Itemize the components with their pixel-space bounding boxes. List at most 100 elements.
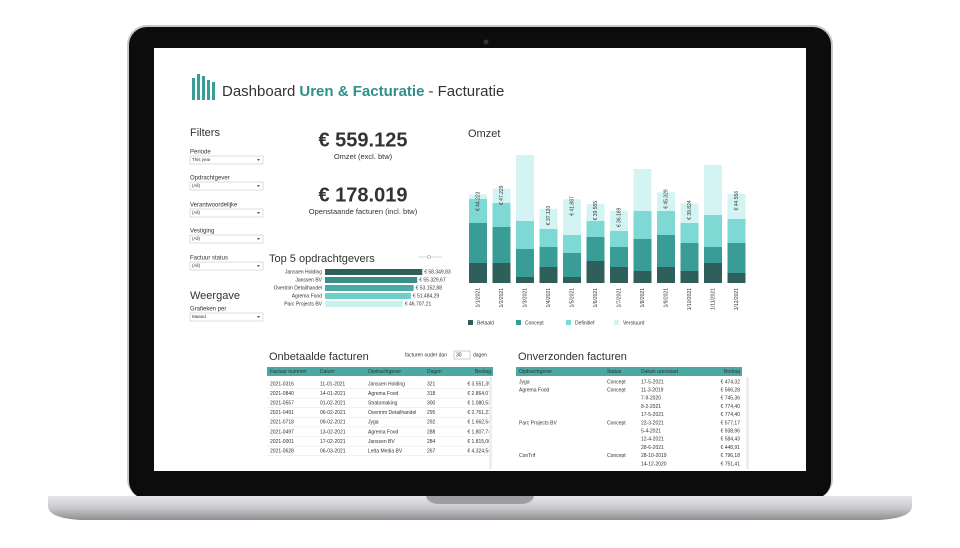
table-cell: Concept xyxy=(607,420,626,426)
bar-value-label: € 58.349,83 xyxy=(424,269,451,275)
legend-label: Definitief xyxy=(575,320,595,326)
bar-segment xyxy=(704,263,722,283)
bar-segment xyxy=(539,247,558,267)
dropdown-value: This year xyxy=(192,157,211,162)
bar-value-label: € 53.152,88 xyxy=(416,285,443,291)
column-header: Datum urenstaat xyxy=(641,369,679,375)
filter-label: Vestiging xyxy=(190,229,214,235)
bar-segment xyxy=(563,277,581,283)
bar-segment xyxy=(610,247,628,267)
total-label: € 39.824 xyxy=(687,200,693,220)
bar-segment xyxy=(610,267,628,283)
table-cell: € 566,28 xyxy=(721,388,741,394)
dropdown[interactable] xyxy=(189,261,264,271)
column-header: Status xyxy=(607,369,622,375)
bar-segment xyxy=(563,235,581,253)
bar-segment xyxy=(469,194,487,199)
x-tick-label: 1/8/2021 xyxy=(640,288,646,308)
table-cell: € 1.807,74 xyxy=(467,429,491,435)
chart-title: Omzet xyxy=(468,128,500,140)
table-cell: € 4.324,54 xyxy=(467,449,491,455)
table-cell: 7-9-2020 xyxy=(641,396,661,402)
bar-segment xyxy=(680,243,699,271)
number-input-value: 30 xyxy=(456,352,462,358)
table-cell: 06-03-2021 xyxy=(320,449,346,455)
table-cell: 2021-0718 xyxy=(270,420,294,426)
table-cell: 14-01-2021 xyxy=(320,391,346,397)
total-label: € 37.120 xyxy=(546,206,552,226)
bar xyxy=(325,285,414,291)
bar-segment xyxy=(704,215,722,247)
filter-text: dagen xyxy=(473,352,487,358)
table-cell: 2021-0497 xyxy=(270,429,294,435)
bar-segment xyxy=(492,203,511,227)
legend-swatch xyxy=(566,320,571,325)
bar-segment xyxy=(563,253,581,277)
table-cell: Overtrim Detailhandel xyxy=(368,410,416,416)
table-cell: Agrema Food xyxy=(368,391,399,397)
title-part: - Facturatie xyxy=(428,83,504,100)
bar xyxy=(325,269,423,275)
bar xyxy=(325,293,411,299)
bar-segment xyxy=(633,169,652,211)
dropdown[interactable] xyxy=(189,155,264,165)
column-header: Bedrag xyxy=(724,369,740,375)
table-cell: 2021-0840 xyxy=(270,391,294,397)
dropdown-caret xyxy=(257,185,260,187)
legend-label: Concept xyxy=(525,320,544,326)
page-title: Dashboard Uren & Facturatie - Facturatie xyxy=(222,83,504,100)
table-title: Onverzonden facturen xyxy=(518,351,627,363)
filter-label: Opdrachtgever xyxy=(190,176,230,182)
number-input[interactable] xyxy=(453,350,471,360)
title-part: Uren & Facturatie xyxy=(299,83,424,100)
bar-category: Janssen Holding xyxy=(285,269,322,275)
table-cell: Janssen Holding xyxy=(368,381,405,387)
kpi-value: € 178.019 xyxy=(319,184,408,206)
legend-label: Betaald xyxy=(477,320,494,326)
table-cell: 2021-0001 xyxy=(270,439,294,445)
table-cell: 01-02-2021 xyxy=(320,401,346,407)
bar-segment xyxy=(469,223,487,263)
table-cell: 292 xyxy=(427,420,436,426)
bar-segment xyxy=(539,208,558,229)
bar-category: Janssen BV xyxy=(295,277,322,283)
table-cell: 09-02-2021 xyxy=(320,420,346,426)
table-cell: 17-02-2021 xyxy=(320,439,346,445)
bar-segment xyxy=(610,231,628,247)
table-cell: € 1.080,53 xyxy=(467,401,491,407)
table-cell: 2021-0491 xyxy=(270,410,294,416)
bar-segment xyxy=(680,203,699,223)
table-cell: 267 xyxy=(427,449,436,455)
table-cell: 8-2-2021 xyxy=(641,404,661,410)
dropdown[interactable] xyxy=(189,312,264,322)
table-cell: € 751,41 xyxy=(721,461,741,467)
table-cell: Letta Media BV xyxy=(368,449,403,455)
dropdown[interactable] xyxy=(189,234,264,244)
legend-swatch xyxy=(614,320,619,325)
table-cell: € 745,36 xyxy=(721,396,741,402)
dropdown-caret xyxy=(257,316,260,318)
camera xyxy=(483,39,489,45)
dropdown[interactable] xyxy=(189,208,264,218)
table-cell: € 448,91 xyxy=(721,445,741,451)
table-cell: 284 xyxy=(427,439,436,445)
filters-title: Filters xyxy=(190,127,220,139)
dropdown[interactable] xyxy=(189,181,264,191)
bar-category: Overtrim Detailhandel xyxy=(274,285,322,291)
filter-text: facturen ouder dan xyxy=(405,352,447,358)
dropdown-caret xyxy=(257,159,260,161)
filter-label: Verantwoordelijke xyxy=(190,203,238,209)
total-label: € 41.887 xyxy=(569,196,575,216)
bar-segment xyxy=(610,210,628,231)
table-cell: 22-3-2021 xyxy=(641,420,664,426)
total-label: € 39.555 xyxy=(593,201,599,221)
view-title: Weergave xyxy=(190,290,240,302)
x-tick-label: 1/10/2021 xyxy=(687,288,693,310)
table-cell: 2021-0557 xyxy=(270,401,294,407)
bar-segment xyxy=(633,211,652,239)
slider-handle[interactable] xyxy=(427,255,431,259)
total-label: € 36.169 xyxy=(616,207,622,227)
logo xyxy=(192,74,215,100)
